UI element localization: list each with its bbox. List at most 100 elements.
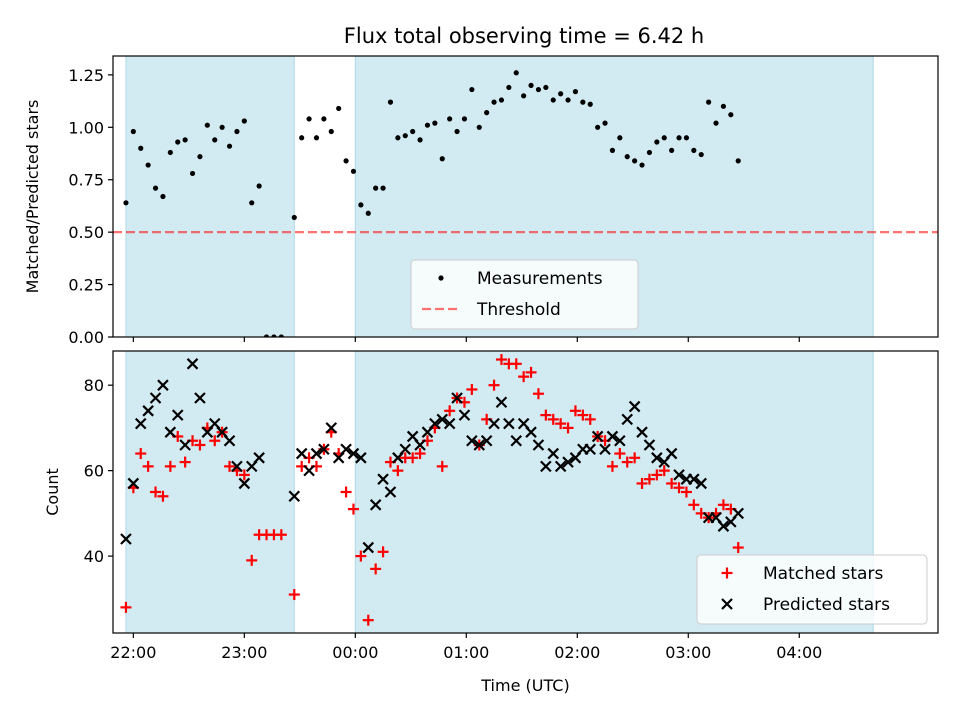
predicted-star-point [480, 434, 493, 447]
x-b [451, 392, 463, 404]
matched-star-point [495, 354, 507, 366]
matched-star-point [666, 477, 678, 489]
x-b [310, 447, 323, 460]
predicted-star-point [547, 447, 560, 460]
legend-predicted-marker [721, 598, 733, 610]
measurement-point [358, 202, 364, 208]
predicted-star-point [253, 452, 265, 464]
predicted-star-point [636, 426, 648, 438]
predicted-star-point [614, 434, 626, 447]
legend-label: Measurements [477, 269, 603, 289]
measurement-point [683, 135, 690, 141]
matched-star-point [510, 358, 522, 370]
predicted-star-point [295, 447, 308, 460]
legend-box [410, 259, 639, 330]
measurement-point [602, 120, 608, 126]
x-b [149, 392, 162, 404]
x-b [157, 379, 169, 391]
measurement-point [735, 158, 741, 164]
x-b [643, 439, 656, 451]
x-b [717, 520, 730, 532]
predicted-star-point [369, 499, 382, 511]
measurement-point [226, 143, 233, 149]
matched-star-point [629, 452, 641, 464]
legend-label: Matched stars [763, 564, 883, 584]
x-b [253, 452, 265, 464]
matched-star-point [157, 490, 169, 502]
matched-star-point [150, 486, 162, 498]
matched-star-point [377, 546, 389, 558]
matched-star-point [209, 435, 221, 447]
measurement-point [654, 139, 660, 145]
x-b [414, 439, 426, 451]
measurement-point [130, 128, 136, 135]
x-b [606, 430, 619, 443]
x-b [340, 443, 352, 456]
predicted-star-point [134, 417, 147, 430]
legend-measurement-marker [438, 275, 444, 281]
x-b [142, 405, 154, 417]
y-tick-label: 0.50 [68, 223, 104, 242]
measurement-point [476, 124, 482, 130]
predicted-star-point [532, 439, 545, 451]
predicted-star-point [288, 490, 301, 503]
matched-star-point [194, 439, 206, 451]
measurement-point [491, 99, 497, 105]
measurement-point [212, 137, 218, 143]
x-b [384, 486, 397, 498]
x-b [547, 447, 560, 460]
x-b [318, 443, 330, 456]
x-b [480, 434, 493, 447]
matched-star-point [717, 499, 729, 511]
measurement-point [234, 128, 240, 135]
matched-star-point [224, 460, 236, 472]
predicted-star-point [429, 417, 441, 430]
x-b [377, 473, 389, 485]
x-b [628, 400, 641, 413]
predicted-star-point [194, 392, 206, 404]
predicted-star-point [355, 452, 367, 464]
measurement-point [271, 334, 277, 337]
predicted-star-point [164, 426, 177, 438]
bottom-panel: 40 60 80 Count 22:00 23:00 00:00 01:00 02:00 03:0… [43, 350, 939, 695]
matched-star-point [288, 589, 300, 601]
matched-star-point [246, 554, 258, 566]
measurement-point [145, 162, 151, 168]
measurement-point [321, 116, 327, 122]
matched-star-point [651, 469, 663, 481]
measurement-point [343, 158, 349, 164]
matched-star-point [135, 448, 147, 460]
predicted-star-point [621, 413, 634, 426]
matched-star-point [518, 371, 530, 383]
measurement-point [365, 210, 371, 216]
x-b [665, 447, 678, 460]
matched-star-point [688, 499, 700, 511]
measurement-point [152, 185, 159, 191]
measurement-point [646, 149, 653, 156]
predicted-star-point [384, 486, 397, 498]
measurement-point [632, 158, 638, 164]
x-b [134, 417, 147, 430]
predicted-star-point [231, 460, 243, 473]
matched-star-point [164, 460, 176, 472]
y-axis-label: Matched/Predicted stars [23, 100, 42, 294]
predicted-star-point [673, 469, 685, 481]
x-b [223, 434, 236, 447]
y-tick-label: 0.25 [68, 276, 104, 295]
x-b [584, 443, 597, 456]
predicted-star-point [310, 447, 323, 460]
predicted-star-point [223, 434, 236, 447]
matched-star-point [562, 422, 574, 434]
x-b [532, 439, 545, 451]
matched-star-point [732, 542, 744, 554]
measurement-point [306, 116, 312, 122]
predicted-star-point [732, 507, 745, 520]
x-b [303, 464, 315, 477]
predicted-star-point [157, 379, 169, 391]
matched-star-point [392, 465, 404, 477]
x-b [120, 533, 132, 545]
predicted-star-point [414, 439, 426, 451]
x-b [127, 477, 140, 490]
measurement-point [461, 116, 468, 122]
